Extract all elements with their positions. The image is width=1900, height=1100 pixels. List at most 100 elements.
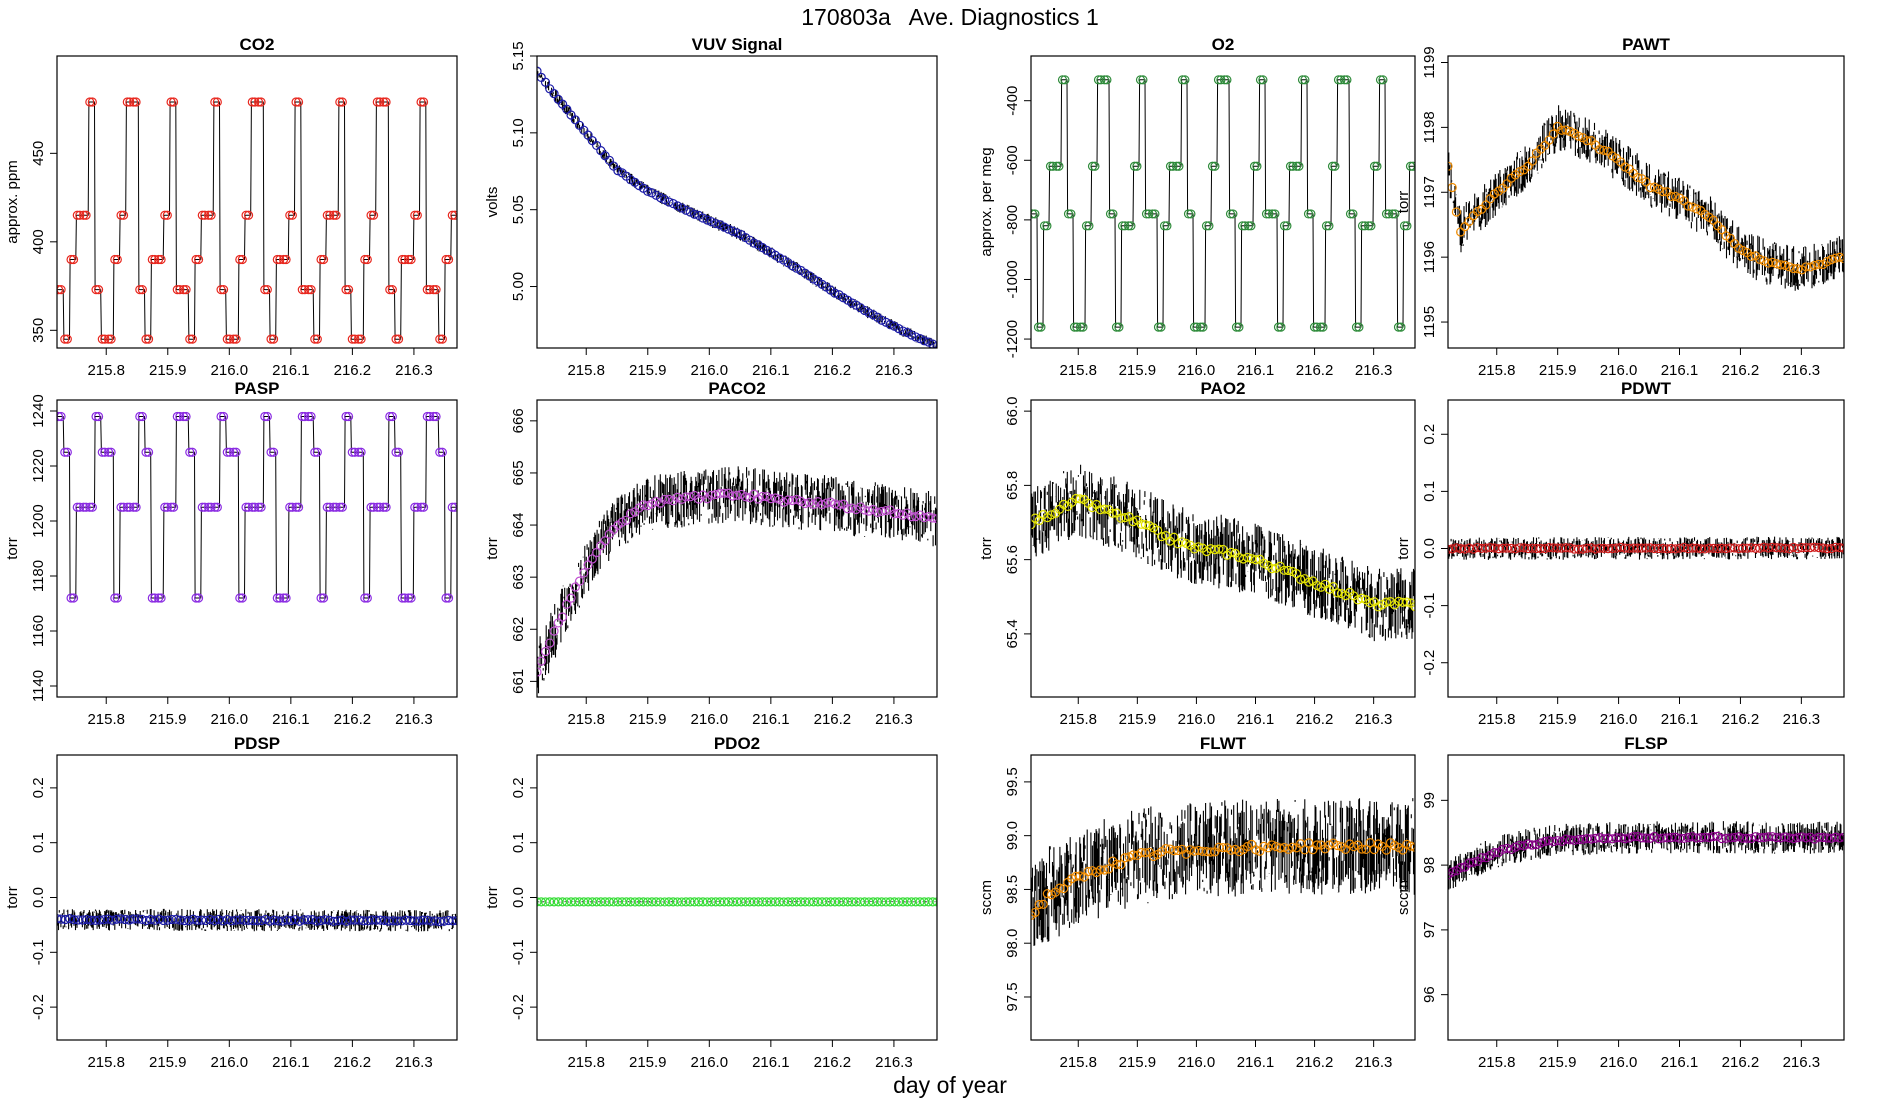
data-point bbox=[1776, 260, 1786, 270]
data-point bbox=[68, 254, 79, 265]
data-point bbox=[118, 210, 129, 220]
data-point bbox=[1240, 221, 1250, 231]
data-point bbox=[685, 207, 695, 217]
data-point bbox=[1296, 574, 1306, 585]
x-tick-label: 215.8 bbox=[1059, 362, 1097, 379]
data-point bbox=[1408, 161, 1415, 171]
data-point bbox=[178, 285, 189, 295]
y-axis-label: torr bbox=[484, 886, 501, 909]
data-point bbox=[1147, 209, 1158, 219]
data-point bbox=[1123, 221, 1134, 231]
data-point bbox=[180, 916, 190, 926]
data-point bbox=[1288, 161, 1298, 171]
data-point bbox=[260, 285, 270, 295]
data-point bbox=[1114, 322, 1124, 332]
data-point bbox=[1402, 839, 1412, 849]
x-tick-label: 216.1 bbox=[1237, 362, 1275, 379]
data-point bbox=[143, 447, 154, 457]
data-point bbox=[1375, 75, 1386, 85]
x-tick-label: 216.0 bbox=[1178, 1054, 1216, 1071]
x-tick-label: 216.3 bbox=[1355, 1054, 1393, 1071]
data-point bbox=[410, 210, 420, 220]
data-noise bbox=[1031, 464, 1415, 642]
x-tick-label: 216.2 bbox=[1722, 711, 1760, 728]
data-point bbox=[1489, 848, 1499, 858]
data-point bbox=[1150, 209, 1160, 219]
data-point bbox=[110, 593, 120, 603]
data-point bbox=[1228, 209, 1238, 219]
data-point bbox=[626, 509, 636, 519]
data-point bbox=[1081, 221, 1092, 231]
data-point bbox=[1332, 840, 1342, 851]
data-point bbox=[1801, 262, 1811, 272]
data-point bbox=[1303, 209, 1314, 219]
data-point bbox=[1267, 564, 1277, 574]
data-point bbox=[387, 411, 397, 422]
data-point bbox=[318, 254, 329, 265]
x-tick-label: 215.8 bbox=[567, 711, 605, 728]
data-point bbox=[1264, 209, 1274, 219]
data-point bbox=[306, 285, 316, 295]
data-point bbox=[655, 193, 666, 203]
data-point bbox=[1225, 209, 1236, 219]
x-tick-label: 216.2 bbox=[814, 1054, 852, 1071]
data-point bbox=[135, 285, 145, 295]
data-point bbox=[82, 914, 92, 925]
x-tick-label: 215.8 bbox=[87, 1054, 125, 1071]
panel-pdo2: PDO2 torr 215.8 215.9 216.0 216.1 216.2 216.3 -0… bbox=[484, 734, 938, 1071]
data-point bbox=[1054, 883, 1065, 893]
data-point bbox=[435, 447, 445, 457]
y-tick-label: -400 bbox=[1004, 86, 1021, 116]
data-point bbox=[160, 502, 170, 512]
data-point bbox=[1771, 259, 1782, 269]
x-tick-label: 216.0 bbox=[691, 711, 729, 728]
y-axis-label: sccm bbox=[978, 880, 995, 915]
data-point bbox=[1324, 221, 1334, 231]
data-point bbox=[57, 285, 64, 295]
data-point bbox=[112, 593, 122, 603]
data-point bbox=[1180, 75, 1190, 85]
data-point bbox=[378, 502, 389, 512]
data-point bbox=[770, 493, 780, 503]
x-tick-label: 216.0 bbox=[1178, 362, 1216, 379]
x-tick-label: 216.0 bbox=[211, 362, 249, 379]
data-point bbox=[131, 97, 141, 107]
data-point bbox=[1112, 859, 1122, 869]
data-point bbox=[817, 499, 827, 510]
data-point bbox=[1620, 162, 1630, 172]
x-tick-label: 216.1 bbox=[272, 362, 310, 379]
data-point bbox=[1464, 858, 1474, 868]
data-point bbox=[1620, 834, 1630, 844]
data-point bbox=[166, 97, 176, 107]
data-point bbox=[1246, 221, 1256, 231]
data-point bbox=[1565, 126, 1575, 137]
data-point bbox=[441, 254, 451, 265]
data-point bbox=[1249, 161, 1260, 171]
x-tick-label: 216.2 bbox=[334, 711, 372, 728]
x-tick-label: 216.1 bbox=[1237, 711, 1275, 728]
data-point bbox=[1120, 853, 1130, 863]
y-tick-label: 97.5 bbox=[1004, 982, 1021, 1011]
data-point bbox=[1515, 167, 1525, 177]
data-line bbox=[1031, 79, 1415, 328]
data-point bbox=[1120, 512, 1130, 523]
x-tick-label: 216.3 bbox=[1783, 711, 1821, 728]
data-point bbox=[545, 638, 555, 648]
plot-area bbox=[1448, 105, 1844, 291]
data-point bbox=[441, 593, 451, 603]
y-tick-label: 96 bbox=[1421, 986, 1438, 1003]
data-point bbox=[293, 97, 304, 107]
data-point bbox=[197, 502, 207, 512]
data-point bbox=[356, 447, 366, 457]
data-point bbox=[1527, 840, 1537, 850]
data-point bbox=[1839, 832, 1844, 842]
y-tick-label: 65.4 bbox=[1004, 619, 1021, 648]
data-point bbox=[749, 238, 759, 248]
data-point bbox=[137, 411, 147, 422]
x-tick-label: 216.2 bbox=[814, 362, 852, 379]
data-point bbox=[1128, 517, 1138, 527]
data-point bbox=[1738, 245, 1748, 256]
data-point bbox=[1060, 75, 1070, 85]
x-tick-label: 216.3 bbox=[395, 1054, 433, 1071]
data-point bbox=[911, 512, 921, 522]
